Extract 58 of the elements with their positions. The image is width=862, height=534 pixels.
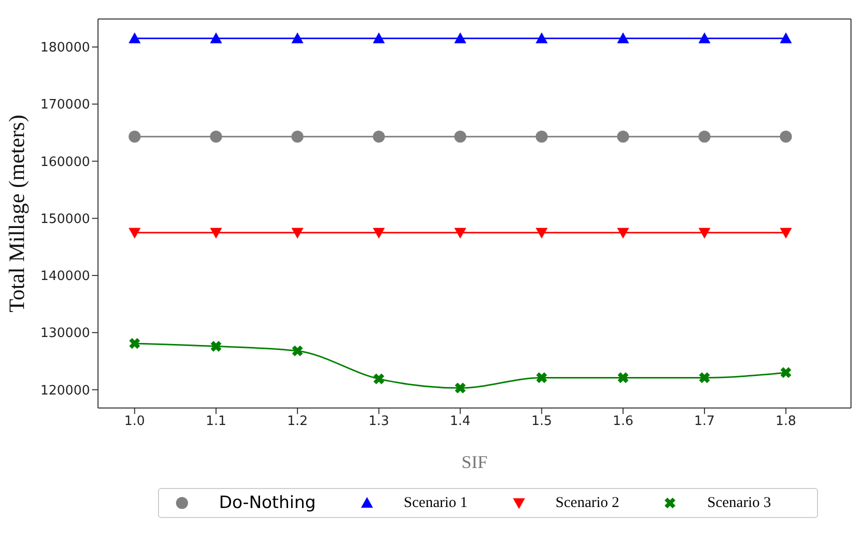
point (698, 372, 710, 384)
point (128, 32, 141, 44)
legend-label: Scenario 3 (707, 494, 771, 512)
point (372, 130, 385, 143)
x-tick-label: 1.6 (612, 414, 634, 430)
x-tick-label: 1.4 (450, 414, 471, 430)
point (454, 228, 466, 239)
point (291, 130, 304, 143)
y-tick-label: 140000 (40, 269, 90, 284)
x-tick-label: 1.0 (124, 414, 145, 430)
point (780, 228, 792, 239)
point (291, 228, 304, 239)
x-axis-title: SIF (461, 452, 488, 472)
point (372, 228, 385, 239)
point (617, 32, 630, 44)
point (454, 32, 466, 44)
point (698, 228, 710, 239)
x-tick-label: 1.7 (694, 414, 715, 430)
point (454, 130, 466, 143)
legend-label: Scenario 2 (556, 494, 620, 512)
point (536, 130, 548, 143)
y-axis-title: Total Millage (meters) (4, 114, 29, 312)
point (617, 228, 630, 239)
point (128, 130, 141, 143)
x-tick-label: 1.5 (531, 414, 552, 430)
point (454, 382, 466, 394)
x-tick-label: 1.1 (206, 414, 226, 430)
x-tick-label: 1.3 (368, 414, 390, 430)
y-tick-label: 170000 (40, 98, 90, 113)
point (780, 366, 792, 379)
point (128, 337, 141, 350)
point (780, 32, 792, 44)
point (536, 228, 548, 239)
point (536, 372, 548, 384)
point (536, 32, 548, 44)
point (210, 130, 222, 143)
point (291, 344, 304, 357)
y-tick-label: 160000 (40, 154, 90, 170)
y-tick-label: 120000 (40, 383, 90, 398)
point (617, 130, 630, 143)
y-tick-label: 150000 (40, 212, 90, 227)
point (617, 372, 630, 384)
y-tick-label: 180000 (40, 40, 90, 56)
point (698, 130, 710, 143)
x-tick-label: 1.8 (776, 414, 796, 430)
point (780, 130, 792, 143)
point (210, 228, 222, 239)
point (210, 340, 222, 352)
legend-label: Do-Nothing (219, 493, 316, 513)
x-tick-label: 1.2 (287, 414, 308, 430)
point (128, 228, 141, 239)
point (698, 32, 710, 44)
y-tick-label: 130000 (40, 326, 90, 342)
point (291, 32, 304, 44)
point (372, 372, 385, 385)
legend-label: Scenario 1 (404, 494, 468, 512)
point (210, 32, 222, 44)
point (372, 32, 385, 44)
